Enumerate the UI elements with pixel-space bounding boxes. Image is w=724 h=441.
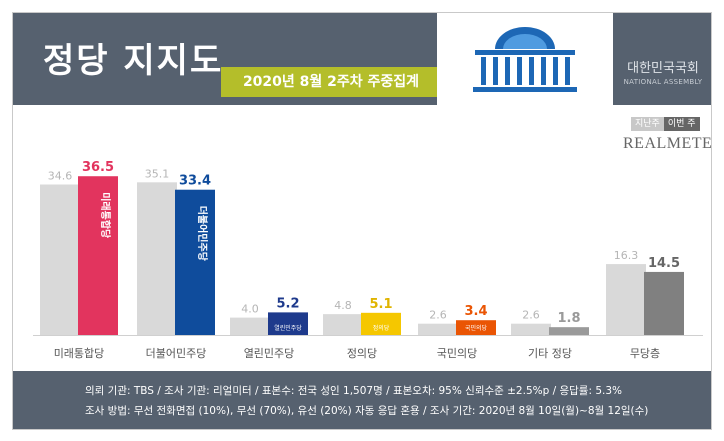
legend: 지난주 이번 주 (631, 117, 700, 131)
category-label: 정의당 (347, 347, 377, 360)
prev-week-value-label: 2.6 (429, 309, 447, 322)
this-week-bar (361, 312, 401, 335)
survey-info-footer: 의뢰 기관: TBS / 조사 기관: 리얼미터 / 표본수: 전국 성인 1,… (13, 371, 711, 429)
bar-party-name-label: 더불어민주당 (196, 206, 209, 262)
prev-week-value-label: 4.8 (334, 299, 352, 312)
prev-week-bar (137, 182, 177, 335)
this-week-value-label: 3.4 (464, 304, 487, 319)
this-week-value-label: 33.4 (179, 174, 211, 189)
prev-week-bar (511, 323, 551, 335)
page-title: 정당 지지도 (43, 41, 224, 81)
chart-frame: 정당 지지도 2020년 8월 2주차 주중집계 대한민국국회 NATIONAL… (12, 12, 712, 430)
assembly-name-kr: 대한민국국회 (627, 61, 699, 76)
assembly-label: 대한민국국회 NATIONAL ASSEMBLY (617, 57, 709, 86)
category-label: 국민의당 (437, 347, 477, 360)
assembly-name-en: NATIONAL ASSEMBLY (623, 78, 703, 86)
bar-party-name-label: 미래통합당 (99, 192, 112, 239)
prev-week-bar (230, 317, 270, 335)
assembly-building-icon (473, 27, 577, 92)
prev-week-value-label: 2.6 (522, 309, 540, 322)
category-label: 무당층 (630, 347, 660, 360)
national-assembly-logo (437, 13, 613, 105)
bar-party-logo-label: 국민의당 (465, 324, 488, 332)
category-label: 기타 정당 (528, 347, 572, 360)
survey-info-line-1: 의뢰 기관: TBS / 조사 기관: 리얼미터 / 표본수: 전국 성인 1,… (85, 385, 623, 397)
prev-week-bar (40, 184, 80, 335)
this-week-value-label: 14.5 (648, 256, 680, 271)
category-label: 미래통합당 (54, 347, 105, 360)
this-week-bar (78, 176, 118, 335)
bar-party-logo-label: 정의당 (373, 324, 390, 332)
this-week-bar (175, 189, 215, 335)
category-label: 열린민주당 (244, 347, 295, 360)
this-week-value-label: 5.1 (369, 297, 392, 312)
this-week-value-label: 5.2 (276, 296, 299, 311)
prev-week-value-label: 4.0 (241, 303, 259, 316)
prev-week-value-label: 34.6 (48, 169, 73, 182)
this-week-bar (644, 271, 684, 335)
this-week-bar (456, 320, 496, 335)
legend-this-week: 이번 주 (663, 117, 700, 131)
this-week-bar (549, 327, 589, 335)
this-week-value-label: 36.5 (82, 160, 114, 175)
this-week-value-label: 1.8 (557, 311, 580, 326)
header-band: 정당 지지도 2020년 8월 2주차 주중집계 대한민국국회 NATIONAL… (13, 13, 711, 105)
this-week-bar (268, 312, 308, 335)
category-label: 더불어민주당 (146, 347, 207, 360)
prev-week-value-label: 16.3 (614, 249, 639, 262)
prev-week-bar (418, 323, 458, 335)
bar-party-logo-label: 열린민주당 (274, 324, 302, 332)
legend-prev-week: 지난주 (631, 117, 664, 131)
prev-week-value-label: 35.1 (145, 167, 170, 180)
survey-date-badge: 2020년 8월 2주차 주중집계 (221, 67, 441, 97)
survey-info-line-2: 조사 방법: 무선 전화면접 (10%), 무선 (70%), 유선 (20%)… (85, 405, 649, 417)
prev-week-bar (606, 264, 646, 335)
realmeter-logo: REALMETER (623, 135, 712, 152)
prev-week-bar (323, 314, 363, 335)
